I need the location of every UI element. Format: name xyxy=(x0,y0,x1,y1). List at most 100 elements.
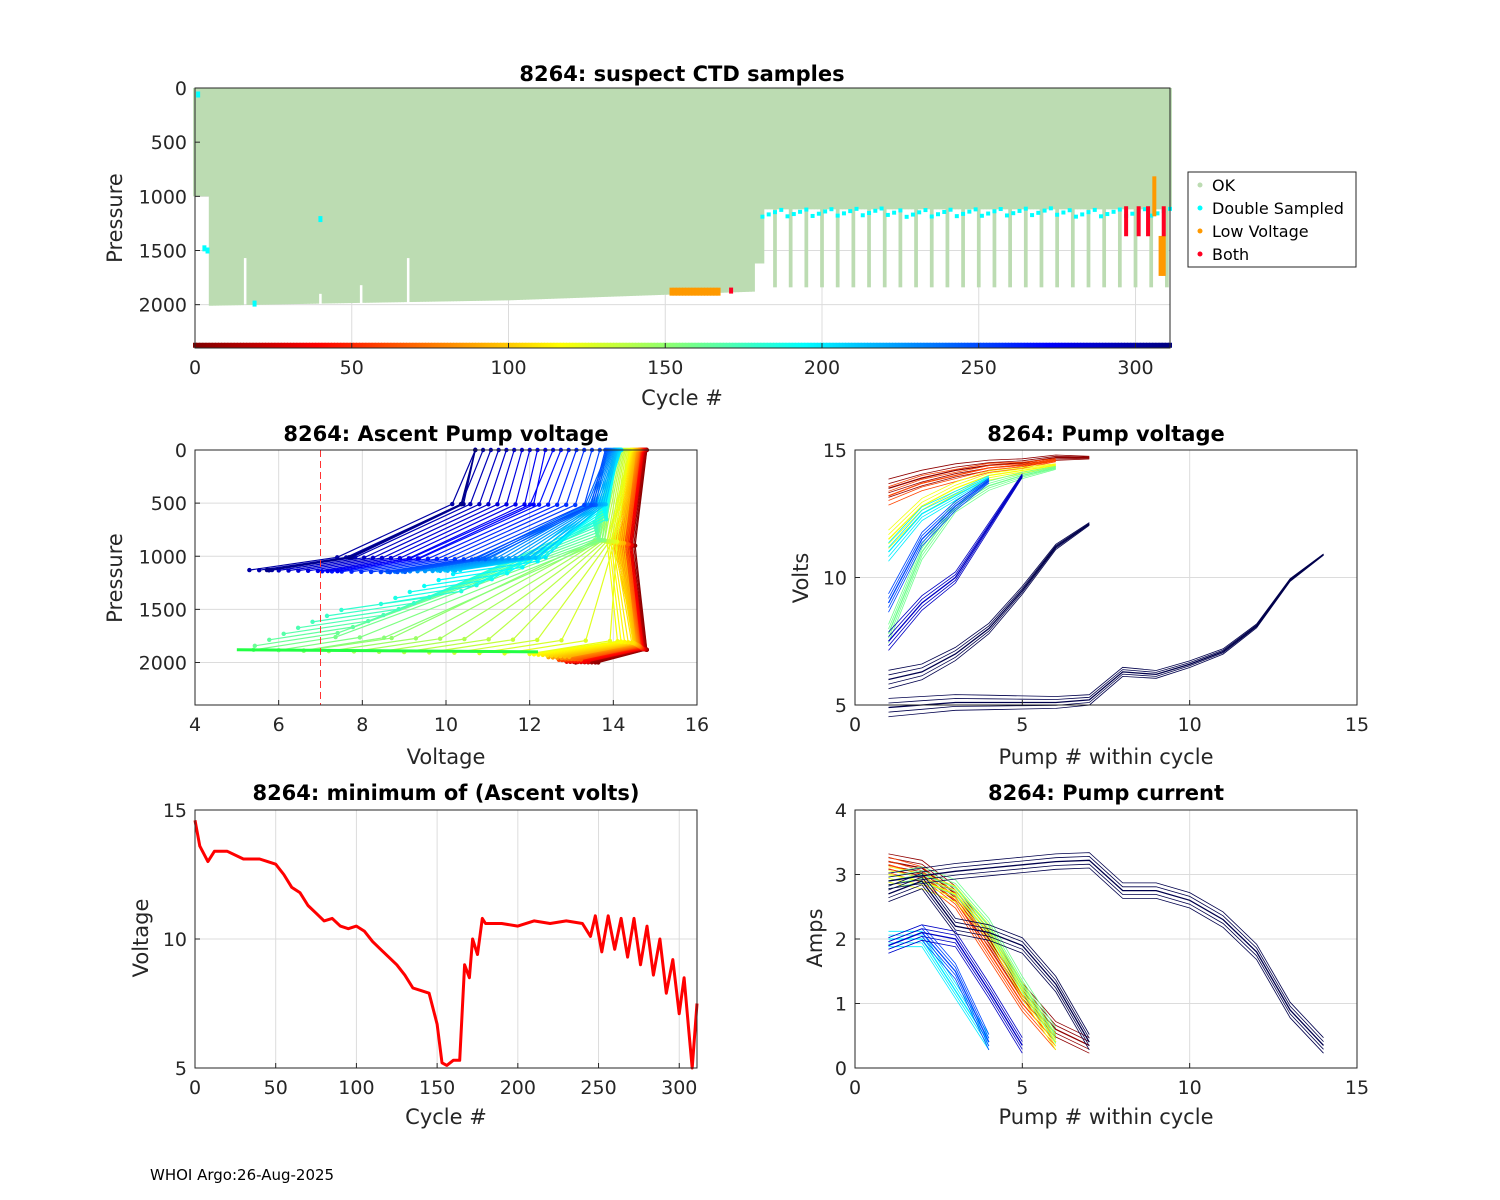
cycle-color-dot-56 xyxy=(368,342,373,348)
ascent-profile-264 xyxy=(341,449,570,573)
ok-profile-229 xyxy=(911,88,915,210)
cycle-color-dot-178 xyxy=(751,342,756,348)
cycle-color-dot-153 xyxy=(672,342,677,348)
ok-profile-13 xyxy=(233,88,238,306)
ok-profile-167 xyxy=(716,88,721,293)
cycle-color-dot-260 xyxy=(1008,342,1013,348)
ascent-point-249-2 xyxy=(588,502,594,508)
cycle-color-dot-256 xyxy=(995,342,1000,348)
cycle-color-dot-190 xyxy=(788,342,793,348)
ok-profile-268 xyxy=(1033,88,1038,210)
ascent-profile-99 xyxy=(560,449,636,657)
pumpc-series-311-2 xyxy=(888,859,1324,1046)
cycle-color-dot-209 xyxy=(848,342,853,348)
ok-profile-176 xyxy=(744,88,749,292)
pumpc-xtick-label-2: 10 xyxy=(1178,1077,1202,1099)
pumpv-ytick-label-2: 15 xyxy=(823,440,847,462)
pumpv-series-200-0 xyxy=(888,479,990,562)
ok-profile-168 xyxy=(719,88,724,293)
ok-profile-22 xyxy=(262,88,266,305)
ok-profile-79 xyxy=(440,88,445,302)
double-sample-217 xyxy=(873,208,878,213)
cycle-color-dot-185 xyxy=(772,342,777,348)
pumpc-series-305-3 xyxy=(888,876,1090,1039)
cycle-color-dot-145 xyxy=(647,342,652,348)
ascent-ticks: 4 6 8 10 12 14 16 0 500 1000 1500 2000 xyxy=(139,440,709,736)
legend-box xyxy=(1187,171,1357,268)
ok-profile-2 xyxy=(199,88,204,197)
ok-profile-97 xyxy=(497,88,501,301)
ok-profile-77 xyxy=(434,88,439,302)
cycle-color-dot-62 xyxy=(387,342,392,348)
ascent-point-126-1 xyxy=(583,638,588,643)
cycle-color-dot-85 xyxy=(459,342,464,348)
ok-profile-286 xyxy=(1089,88,1094,210)
ok-profile-169 xyxy=(722,88,727,293)
ascent-point-273-1 xyxy=(415,556,421,561)
cycle-color-dot-152 xyxy=(669,342,674,348)
ok-profile-138 xyxy=(625,88,630,297)
ok-profile-28 xyxy=(280,88,285,305)
ascent-point-198-1 xyxy=(535,559,540,564)
ok-profile-89 xyxy=(472,88,476,301)
ok-profile-257 xyxy=(998,88,1003,210)
ok-profile-59 xyxy=(378,88,382,303)
cycle-color-dot-264 xyxy=(1020,342,1025,348)
ok-profile-292 xyxy=(1108,88,1113,210)
ok-profile-153 xyxy=(672,88,677,295)
ok-profile-177 xyxy=(748,88,752,292)
ascent-profile-123 xyxy=(529,449,630,655)
cycle-color-dot-82 xyxy=(450,342,455,348)
cycle-color-dot-89 xyxy=(472,342,477,348)
cycle-color-dot-249 xyxy=(973,342,978,348)
ascent-point-144-1 xyxy=(437,636,443,641)
ascent-point-174-1 xyxy=(396,606,401,612)
pumpv-ytick-label-1: 10 xyxy=(823,568,847,590)
ok-profile-191 xyxy=(791,88,796,210)
ascent-profile-132 xyxy=(454,449,626,654)
ascent-profile-138 xyxy=(404,449,624,653)
ok-profile-181 xyxy=(760,88,765,264)
cycle-color-dot-101 xyxy=(509,342,514,348)
cycle-color-dot-28 xyxy=(280,342,285,348)
cycle-color-dot-133 xyxy=(609,342,614,348)
ascent-point-168-1 xyxy=(365,618,371,624)
pumpv-series-250-4 xyxy=(888,477,990,594)
ok-profile-212 xyxy=(857,88,862,210)
ascent-point-216-1 xyxy=(526,555,532,561)
ok-profile-299 xyxy=(1130,88,1135,210)
cycle-color-dot-301 xyxy=(1136,342,1141,348)
pumpv-series-305-4 xyxy=(888,522,1090,671)
minv-xtick-label-3: 150 xyxy=(419,1077,455,1099)
ok-profile-60 xyxy=(381,88,385,303)
cycle-color-dot-40 xyxy=(318,342,323,348)
double-sample-193 xyxy=(798,209,803,214)
cycle-color-dot-47 xyxy=(340,342,345,348)
double-sample-181 xyxy=(760,214,765,219)
cycle-color-dot-118 xyxy=(562,342,567,348)
double-sample-295 xyxy=(1117,207,1122,212)
cycle-color-dot-3 xyxy=(202,342,207,348)
ok-profile-61 xyxy=(384,88,389,303)
ok-profile-258 xyxy=(1001,88,1006,210)
cycle-color-dot-108 xyxy=(531,342,536,348)
cycle-color-dot-176 xyxy=(744,342,749,348)
ok-profile-190 xyxy=(788,88,793,288)
cycle-color-dot-159 xyxy=(691,342,696,348)
ascent-profile-273 xyxy=(337,449,546,572)
ok-profile-200 xyxy=(820,88,824,288)
ok-profile-36 xyxy=(305,88,310,304)
pumpv-series-120-2 xyxy=(888,464,1056,540)
ok-profile-91 xyxy=(478,88,483,301)
ok-profile-147 xyxy=(653,88,658,296)
ok-profile-39 xyxy=(315,88,320,304)
ok-profile-17 xyxy=(246,88,251,306)
pump-current-chart: 0 5 10 15 0 1 2 3 4 8264: Pump current Pump # wi… xyxy=(803,781,1369,1129)
double-sample-195 xyxy=(804,207,809,212)
ascent-profile-105 xyxy=(551,449,634,657)
low-voltage-155 xyxy=(678,287,683,296)
cycle-color-dot-130 xyxy=(600,342,605,348)
ascent-point-201-1 xyxy=(543,555,548,560)
double-sample-285 xyxy=(1086,210,1091,215)
